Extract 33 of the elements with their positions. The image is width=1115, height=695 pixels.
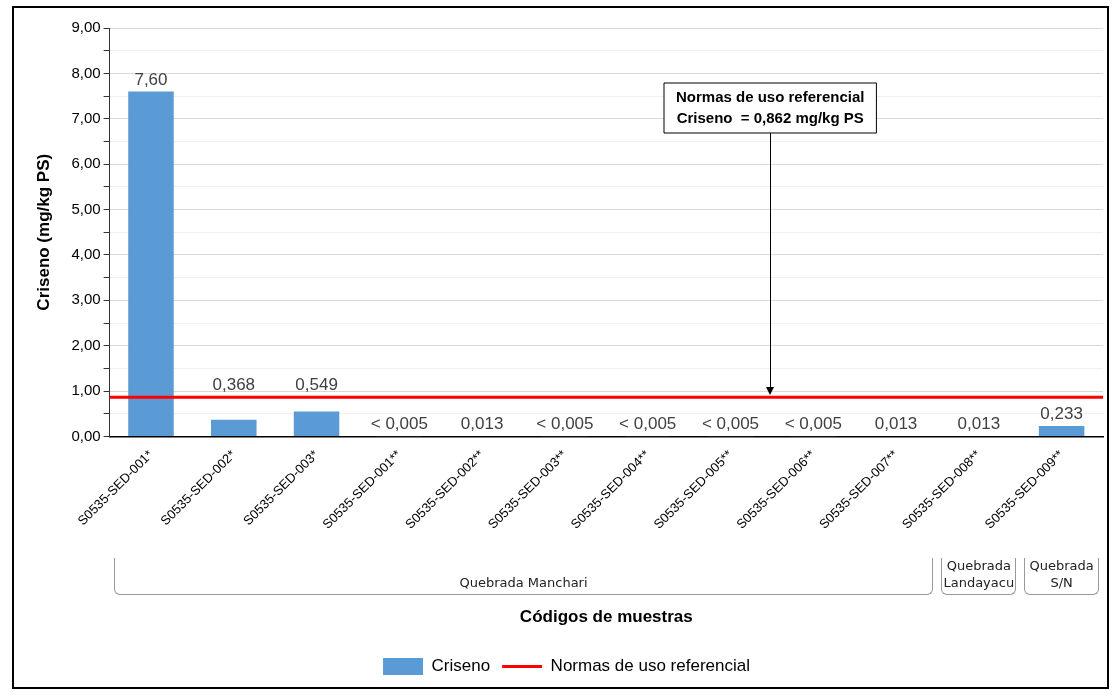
data-label: < 0,005 bbox=[536, 414, 594, 434]
y-axis-title: Criseno (mg/kg PS) bbox=[33, 153, 53, 311]
annotation: Criseno = 0,862 mg/kg PS bbox=[676, 109, 864, 127]
y-tick-label: 5,00 bbox=[71, 199, 101, 217]
data-label: 0,013 bbox=[957, 414, 1001, 434]
y-tick-label: 0,00 bbox=[71, 426, 101, 444]
text: Quebrada Manchari bbox=[458, 574, 589, 592]
data-label: < 0,005 bbox=[370, 414, 428, 434]
bar bbox=[1038, 425, 1085, 436]
y-tick-label: 2,00 bbox=[71, 335, 101, 353]
data-label: 0,233 bbox=[1040, 404, 1083, 424]
y-tick-label: 4,00 bbox=[71, 245, 101, 263]
y-tick-label: 1,00 bbox=[71, 381, 101, 399]
data-label: 0,368 bbox=[212, 374, 256, 394]
data-label: 7,60 bbox=[134, 69, 168, 89]
data-label: 0,549 bbox=[295, 374, 338, 394]
bar bbox=[293, 411, 340, 436]
y-tick-label: 6,00 bbox=[71, 154, 101, 172]
x-axis-title: Códigos de muestras bbox=[519, 607, 693, 627]
y-tick-label: 8,00 bbox=[71, 63, 101, 81]
legend-label: Normas de uso referencial bbox=[550, 656, 750, 676]
data-label: 0,013 bbox=[874, 414, 918, 434]
annotation: Normas de uso referencial bbox=[676, 88, 865, 106]
bar bbox=[128, 91, 174, 436]
data-label: < 0,005 bbox=[784, 414, 842, 434]
y-tick-label: 9,00 bbox=[71, 18, 101, 36]
legend-label: Criseno bbox=[431, 656, 491, 676]
y-tick-label: 3,00 bbox=[71, 290, 101, 308]
data-label: 0,013 bbox=[460, 414, 504, 434]
y-tick-label: 7,00 bbox=[71, 108, 101, 126]
data-label: < 0,005 bbox=[701, 414, 760, 434]
bar bbox=[211, 419, 257, 436]
data-label: < 0,005 bbox=[619, 414, 677, 434]
